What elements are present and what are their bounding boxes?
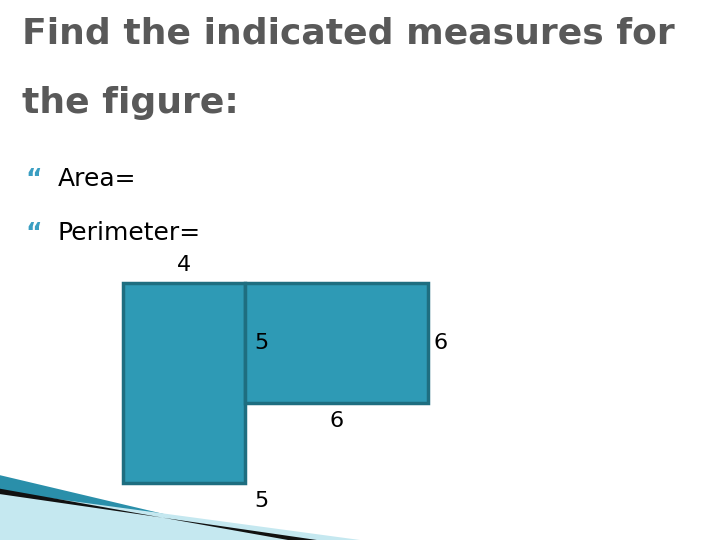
Text: Perimeter=: Perimeter= (58, 221, 201, 245)
Text: “: “ (25, 221, 42, 245)
Text: 6: 6 (434, 333, 448, 353)
Bar (123, 283, 245, 483)
Bar (245, 283, 428, 403)
Text: 4: 4 (177, 255, 192, 275)
Text: Find the indicated measures for: Find the indicated measures for (22, 16, 675, 50)
Text: “: “ (25, 167, 42, 191)
Text: 5: 5 (254, 491, 269, 511)
Text: 5: 5 (254, 333, 269, 353)
Text: Area=: Area= (58, 167, 136, 191)
Text: the figure:: the figure: (22, 86, 238, 120)
Text: 6: 6 (329, 411, 343, 431)
